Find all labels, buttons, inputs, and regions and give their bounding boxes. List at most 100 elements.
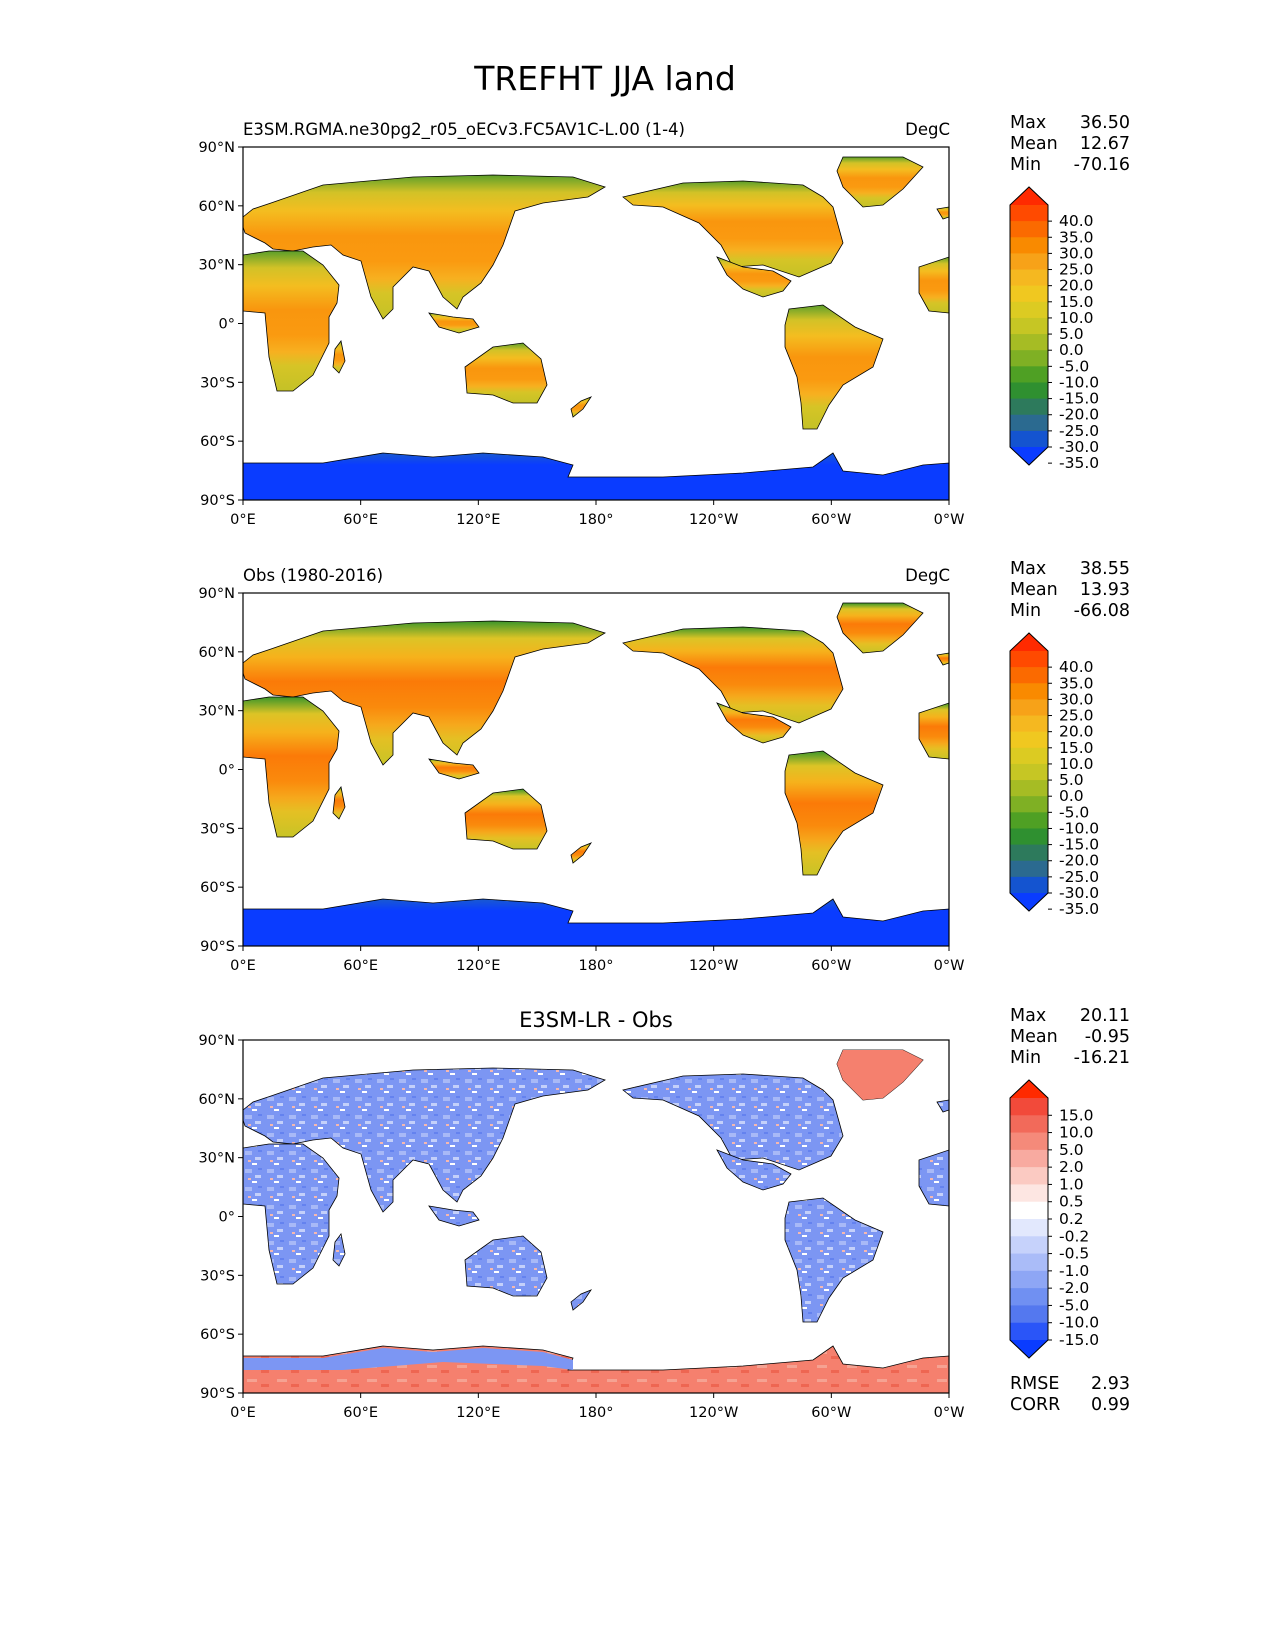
colorbar-label: 20.0 <box>1059 723 1094 741</box>
colorbar-label: -15.0 <box>1059 1331 1099 1349</box>
colorbar-segment <box>1010 350 1048 367</box>
lon-tick-label: 60°E <box>343 1405 378 1421</box>
stat-value: -66.08 <box>1074 601 1130 621</box>
lat-tick-label: 0° <box>219 763 235 779</box>
colorbar-label: -30.0 <box>1059 438 1099 456</box>
colorbar-label: -15.0 <box>1059 390 1099 408</box>
lon-tick-label: 0°W <box>934 958 965 974</box>
colorbar-label: 5.0 <box>1059 1141 1084 1159</box>
lon-tick-label: 120°E <box>456 958 500 974</box>
lon-tick-label: 180° <box>579 512 614 528</box>
colorbar-segment <box>1010 1184 1048 1203</box>
colorbar-label: 2.0 <box>1059 1158 1084 1176</box>
colorbar-segment <box>1010 1322 1048 1341</box>
colorbar-segment <box>1010 1132 1048 1151</box>
lat-tick-label: 60°N <box>198 645 235 661</box>
colorbar-segment <box>1010 699 1048 717</box>
colorbar-label: -5.0 <box>1059 803 1089 821</box>
colorbar-segment <box>1010 1149 1048 1168</box>
colorbar-segment <box>1010 1253 1048 1272</box>
colorbar-extend-max <box>1010 187 1048 205</box>
lon-tick-label: 60°E <box>343 512 378 528</box>
stat-value: -70.16 <box>1074 155 1130 175</box>
lat-tick-label: 60°S <box>200 880 235 896</box>
colorbar-label: 30.0 <box>1059 690 1094 708</box>
lon-tick-label: 60°W <box>811 958 851 974</box>
panel-diff-map <box>242 1039 950 1394</box>
colorbar-label: -25.0 <box>1059 422 1099 440</box>
colorbar-segment <box>1010 1115 1048 1134</box>
lat-tick-label: 30°S <box>200 821 235 837</box>
colorbar-segment <box>1010 269 1048 287</box>
panel-model-map <box>242 146 950 501</box>
lat-tick-label: 90°N <box>198 586 235 602</box>
panel-diff-extra-stats: RMSE 2.93 CORR 0.99 <box>1010 1374 1130 1415</box>
lat-tick-label: 60°N <box>198 1092 235 1108</box>
colorbar-label: -35.0 <box>1059 900 1099 918</box>
panel-obs-lat-ticks: 90°N 60°N 30°N 0° 30°S 60°S 90°S <box>198 586 243 955</box>
colorbar-segment <box>1010 366 1048 384</box>
colorbar-label: 10.0 <box>1059 1124 1094 1142</box>
stat-value: -16.21 <box>1074 1048 1130 1068</box>
stat-label: Min <box>1010 155 1041 175</box>
panel-obs-colorbar: 40.035.030.025.020.015.010.05.00.0-5.0-1… <box>1009 632 1099 918</box>
panel-diff-stats: Max 20.11 Mean -0.95 Min -16.21 <box>1010 1006 1130 1068</box>
colorbar-segment <box>1010 285 1048 303</box>
stat-label: Mean <box>1010 580 1058 600</box>
stat-label: Max <box>1010 113 1046 133</box>
colorbar-segment <box>1010 1098 1048 1116</box>
colorbar-segment <box>1010 253 1048 271</box>
colorbar-segment <box>1010 715 1048 733</box>
lat-tick-label: 90°N <box>198 140 235 156</box>
colorbar-label: 15.0 <box>1059 1106 1094 1124</box>
colorbar-segment <box>1010 1270 1048 1289</box>
stat-value: 38.55 <box>1080 559 1130 579</box>
figure-title: TREFHT JJA land <box>473 59 736 98</box>
colorbar-label: -10.0 <box>1059 1314 1099 1332</box>
lon-tick-label: 0°E <box>230 958 256 974</box>
lat-tick-label: 30°N <box>198 1151 235 1167</box>
colorbar-segment <box>1010 382 1048 400</box>
colorbar-label: 35.0 <box>1059 674 1094 692</box>
colorbar-label: 40.0 <box>1059 212 1094 230</box>
colorbar-segment <box>1010 812 1048 830</box>
colorbar-label: -1.0 <box>1059 1262 1089 1280</box>
colorbar-label: -35.0 <box>1059 454 1099 472</box>
panel-model-units: DegC <box>905 120 950 139</box>
colorbar-extend-min <box>1010 893 1048 911</box>
lat-tick-label: 30°S <box>200 1268 235 1284</box>
colorbar-label: 5.0 <box>1059 771 1084 789</box>
colorbar-label: 10.0 <box>1059 755 1094 773</box>
colorbar-segment <box>1010 301 1048 319</box>
colorbar-segment <box>1010 237 1048 254</box>
lon-tick-label: 120°W <box>689 958 738 974</box>
lon-tick-label: 0°W <box>934 512 965 528</box>
colorbar-segment <box>1010 683 1048 700</box>
stat-value: 20.11 <box>1080 1006 1130 1026</box>
colorbar-segment <box>1010 747 1048 765</box>
lon-tick-label: 0°E <box>230 1405 256 1421</box>
colorbar-extend-max <box>1010 1080 1048 1098</box>
colorbar-label: 25.0 <box>1059 707 1094 725</box>
colorbar-label: 25.0 <box>1059 261 1094 279</box>
colorbar-segment <box>1010 1167 1048 1186</box>
colorbar-label: 5.0 <box>1059 325 1084 343</box>
colorbar-label: 0.0 <box>1059 787 1084 805</box>
stat-label: Min <box>1010 601 1041 621</box>
stat-value: 36.50 <box>1080 113 1130 133</box>
lon-tick-label: 0°W <box>934 1405 965 1421</box>
panel-obs: Obs (1980-2016) DegC 90°N 60°N 30°N 0° 30°S 6… <box>198 559 1130 974</box>
lon-tick-label: 180° <box>579 1405 614 1421</box>
lat-tick-label: 0° <box>219 1210 235 1226</box>
colorbar-extend-min <box>1010 1340 1048 1358</box>
colorbar-segment <box>1010 430 1048 448</box>
panel-diff-lon-ticks: 0°E 60°E 120°E 180° 120°W 60°W 0°W <box>230 1393 964 1421</box>
colorbar-label: -5.0 <box>1059 357 1089 375</box>
colorbar-label: -20.0 <box>1059 406 1099 424</box>
colorbar-segment <box>1010 334 1048 351</box>
panel-model-lon-ticks: 0°E 60°E 120°E 180° 120°W 60°W 0°W <box>230 500 964 528</box>
lat-tick-label: 30°N <box>198 704 235 720</box>
colorbar-label: -10.0 <box>1059 373 1099 391</box>
lat-tick-label: 60°S <box>200 1327 235 1343</box>
